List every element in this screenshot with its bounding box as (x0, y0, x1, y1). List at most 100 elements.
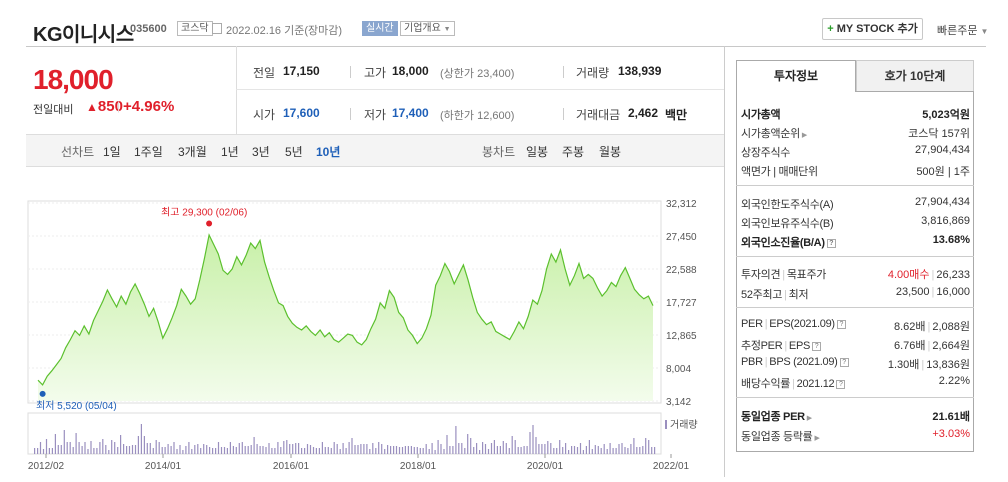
volume-bar (96, 448, 98, 454)
volume-bar (277, 442, 279, 454)
company-overview-dropdown[interactable]: 기업개요 ▼ (400, 21, 455, 36)
volume-bar (182, 450, 184, 454)
per-eps-value: 8.62배 | 2,088원 (893, 321, 970, 333)
volume-bar (357, 445, 359, 454)
price-chart[interactable]: 32,312 27,450 22,588 17,727 12,865 8,004 3,142… (26, 168, 724, 478)
tab-orderbook[interactable]: 호가 10단계 (856, 60, 974, 92)
open-value: 17,600 (283, 106, 320, 120)
volume-bar (105, 445, 107, 454)
foreign-ratio-label: 외국인소진율(B/A)? (741, 234, 836, 250)
industry-change-label[interactable]: 동일업종 등락률 ▶ (741, 431, 820, 443)
volume-bar (502, 441, 504, 454)
tab-candle-monthly[interactable]: 월봉 (599, 145, 622, 159)
tab-investment-info[interactable]: 투자정보 (736, 60, 856, 92)
help-icon: ? (836, 320, 846, 329)
volume-bar (562, 447, 564, 454)
volume-bar (547, 441, 549, 454)
volume-bar (250, 445, 252, 454)
volume-bar (301, 448, 303, 454)
realtime-tag[interactable]: 실시간 (362, 21, 398, 36)
volume-bar (645, 438, 647, 454)
industry-per-label[interactable]: 동일업종 PER ▶ (741, 411, 812, 423)
tab-period-1w[interactable]: 1주일 (134, 145, 163, 159)
volume-bar (538, 444, 540, 454)
chevron-down-icon: ▼ (980, 27, 989, 36)
volume-bar (217, 442, 220, 454)
tab-candle-weekly[interactable]: 주봉 (562, 145, 585, 159)
chevron-down-icon: ▼ (443, 26, 451, 33)
volume-bar (72, 447, 74, 454)
volume-bar (366, 444, 368, 454)
volume-bar (128, 446, 131, 454)
candle-chart-label: 봉차트 (482, 145, 516, 159)
volume-bar (143, 436, 145, 454)
volume-bar (398, 447, 401, 454)
volume-bar (517, 447, 519, 454)
52week-value: 23,500 | 16,000 (895, 286, 970, 298)
volume-bar (87, 449, 89, 454)
x-tick-label: 2014/01 (145, 461, 182, 472)
tab-period-1d[interactable]: 1일 (103, 145, 121, 159)
volume-bar (422, 448, 424, 454)
volume-bar (37, 448, 39, 454)
volume-bar (173, 442, 175, 454)
tab-period-5y[interactable]: 5년 (285, 145, 303, 159)
volume-bar (651, 447, 653, 454)
volume-bar (220, 447, 223, 454)
quick-order-link[interactable]: 빠른주문 ▼ (937, 25, 989, 37)
volume-bar (197, 444, 199, 454)
volume-bar (342, 443, 344, 454)
investment-info-panel (736, 91, 974, 452)
volume-bar (642, 446, 644, 454)
volume-bar (327, 447, 329, 454)
plus-icon: + (827, 23, 834, 35)
foreign-holding-value: 3,816,869 (921, 215, 970, 227)
tab-period-1y[interactable]: 1년 (221, 145, 239, 159)
open-label: 시가 (253, 108, 276, 122)
tab-period-10y[interactable]: 10년 (316, 145, 341, 159)
volume-bar (395, 446, 398, 454)
volume-bar (179, 445, 181, 454)
volume-bar (387, 445, 389, 454)
volume-bar (579, 443, 582, 454)
volume-bar (304, 448, 306, 454)
volume-bar (482, 442, 484, 454)
change-label: 전일대비 (33, 104, 74, 116)
tab-period-3m[interactable]: 3개월 (178, 145, 207, 159)
tab-candle-daily[interactable]: 일봉 (526, 145, 549, 159)
volume-bar (600, 448, 602, 454)
volume-bar (437, 440, 439, 454)
volume-bar (511, 436, 513, 454)
volume-bar (155, 440, 157, 454)
volume-bar (603, 444, 605, 454)
volume-bar (39, 442, 42, 454)
amount-label: 거래대금 (576, 108, 621, 122)
volume-bar (206, 445, 208, 454)
volume-bar (461, 443, 463, 454)
volume-bar (167, 444, 169, 454)
price-area (38, 235, 653, 401)
volume-bar (615, 448, 617, 454)
volume-bar (235, 447, 237, 454)
volume-bar (416, 447, 418, 454)
volume-bar (573, 446, 576, 454)
volume-bar (256, 444, 258, 454)
add-mystock-button[interactable]: + MY STOCK 추가 (822, 18, 923, 40)
volume-bar (111, 440, 113, 454)
volume-bar (81, 446, 83, 454)
volume-bar (209, 447, 211, 454)
volume-bar (215, 448, 217, 454)
volume-bar (309, 445, 312, 454)
market-cap-rank-label[interactable]: 시가총액순위 ▶ (741, 128, 808, 140)
volume-bar (274, 448, 276, 454)
volume-bar (93, 448, 95, 454)
market-tag: 코스닥 (177, 21, 213, 36)
volume-legend-swatch (665, 420, 667, 429)
volume-bar (324, 447, 326, 454)
tab-period-3y[interactable]: 3년 (252, 145, 270, 159)
volume-bar (487, 449, 490, 454)
foreign-limit-label: 외국인한도주식수(A) (741, 199, 834, 211)
shares-label: 상장주식수 (741, 147, 791, 159)
volume-bar (241, 442, 243, 454)
volume-bar (636, 447, 638, 454)
